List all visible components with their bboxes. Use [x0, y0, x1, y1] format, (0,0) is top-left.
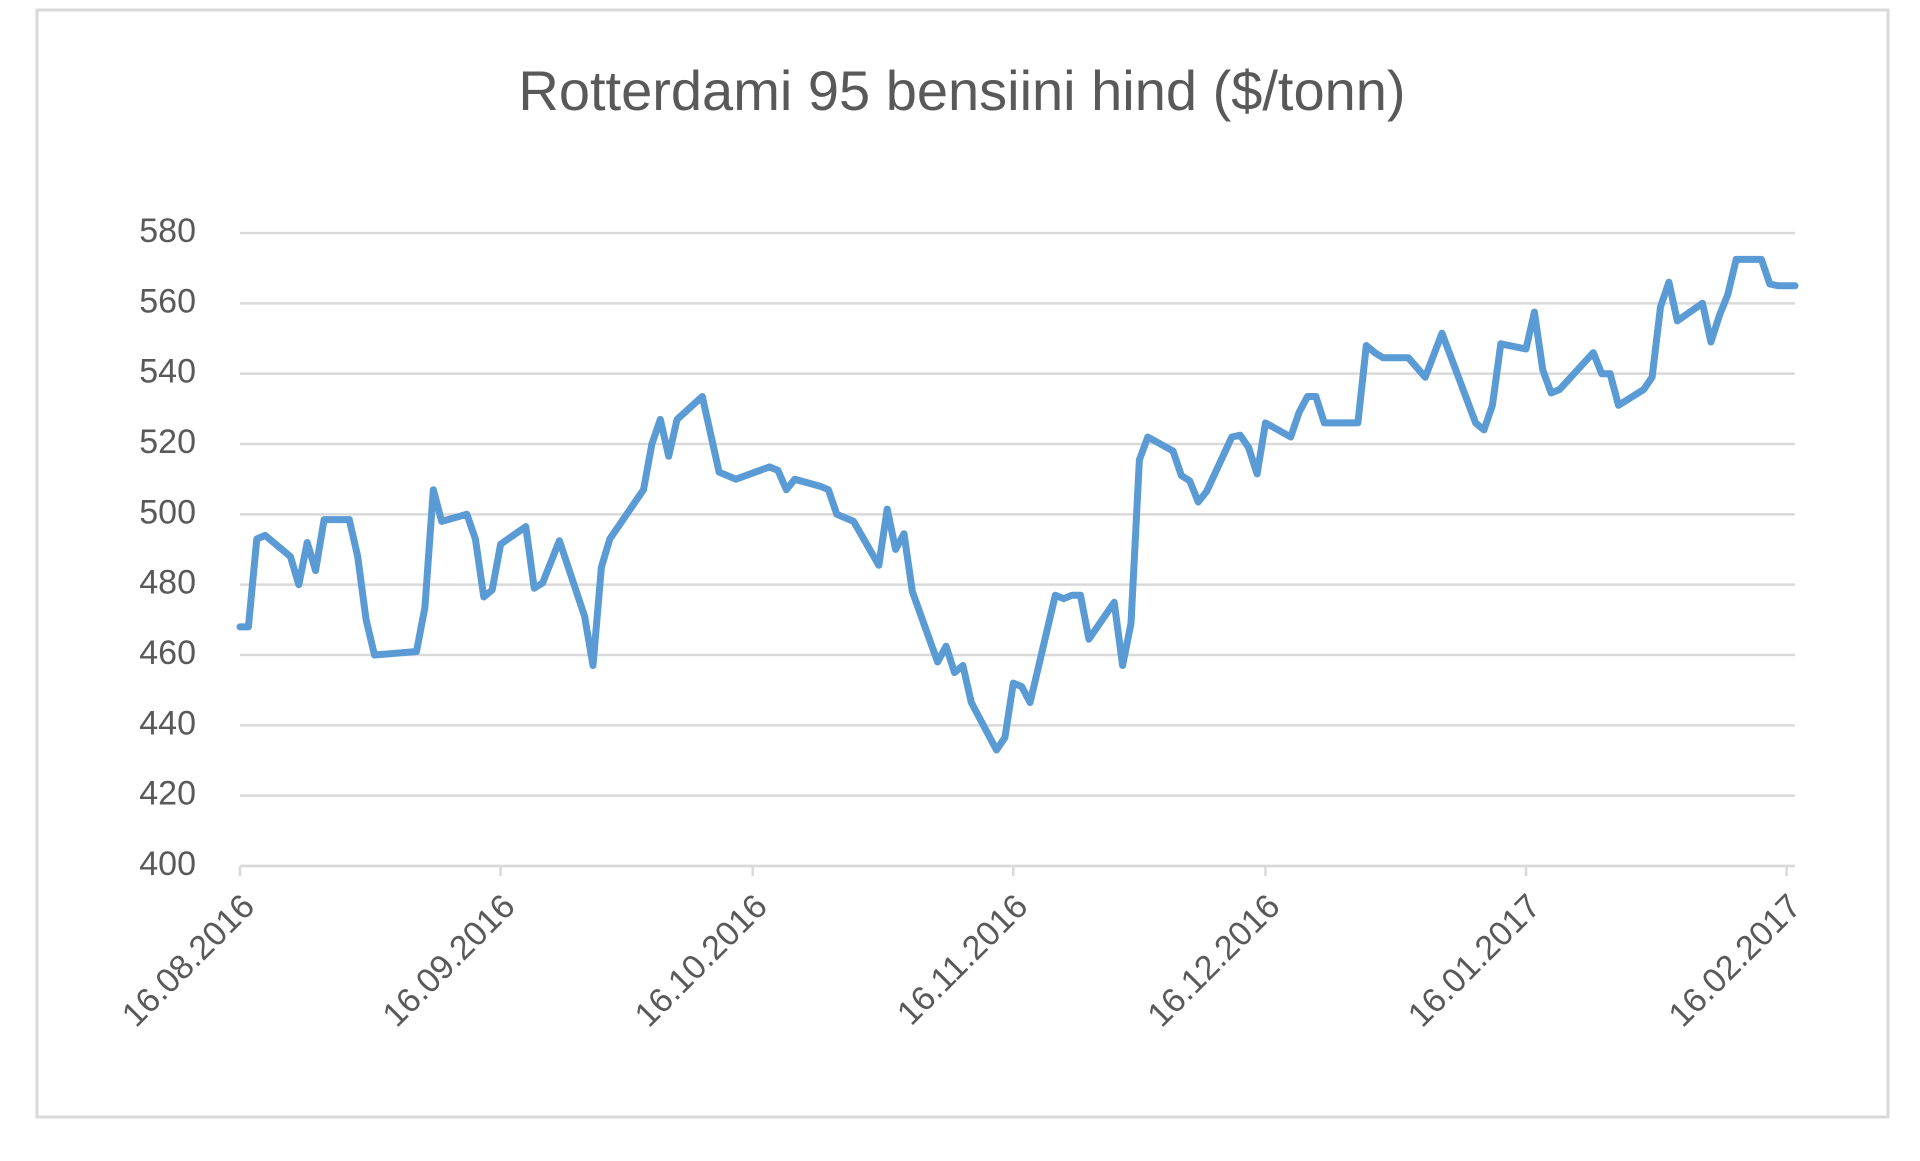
- chart-title: Rotterdami 95 bensiini hind ($/tonn): [518, 59, 1405, 122]
- y-tick-label: 580: [139, 212, 196, 250]
- y-tick-label: 480: [139, 564, 196, 602]
- y-tick-label: 420: [139, 775, 196, 813]
- y-tick-label: 560: [139, 282, 196, 320]
- y-tick-label: 520: [139, 423, 196, 461]
- y-tick-label: 400: [139, 845, 196, 883]
- chart-border: [35, 8, 1890, 1119]
- y-tick-label: 500: [139, 493, 196, 531]
- y-tick-label: 440: [139, 704, 196, 742]
- y-tick-label: 540: [139, 353, 196, 391]
- data-line: [236, 255, 1799, 754]
- y-tick-label: 460: [139, 634, 196, 672]
